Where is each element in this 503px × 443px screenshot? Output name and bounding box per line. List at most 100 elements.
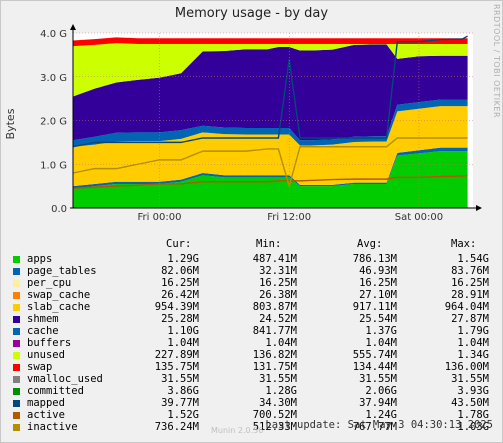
memory-chart: 0.0 1.0 G 2.0 G 3.0 G 4.0 G Fri 00:00 Fri 12:…: [4, 24, 482, 223]
legend-label: apps: [27, 253, 53, 265]
legend-avg-value: 16.25M: [359, 277, 397, 289]
legend-max-value: 43.50M: [451, 397, 489, 409]
y-axis-label: Bytes: [4, 108, 17, 139]
legend-label: unused: [27, 349, 65, 361]
legend-cur-value: 82.06M: [161, 265, 199, 277]
x-tick-label: Fri 12:00: [267, 212, 311, 223]
y-tick-label: 2.0 G: [40, 117, 67, 128]
legend-avg-value: 1.37G: [365, 325, 397, 337]
legend-avg-value: 27.10M: [359, 289, 397, 301]
legend-min-value: 131.75M: [252, 361, 297, 373]
legend-header-min: Min:: [256, 238, 282, 250]
legend-avg-value: 25.54M: [359, 313, 397, 325]
area-apps: [73, 151, 468, 208]
y-tick-label: 3.0 G: [40, 73, 67, 84]
legend-swatch: [13, 340, 20, 347]
legend-row-swap-cache: swap_cache 26.42M 26.38M 27.10M 28.91M: [0, 289, 503, 301]
legend-header-max: Max:: [451, 238, 477, 250]
legend-max-value: 964.04M: [444, 301, 489, 313]
area-layers: [73, 37, 468, 208]
legend-avg-value: 2.06G: [365, 385, 397, 397]
y-tick-label: 0.0: [51, 204, 67, 215]
legend-row-active: active 1.52G 700.52M 1.24G 1.78G: [0, 409, 503, 421]
legend-min-value: 1.04M: [265, 337, 297, 349]
graph-title: Memory usage - by day: [174, 6, 329, 21]
legend-row-cache: cache 1.10G 841.77M 1.37G 1.79G: [0, 325, 503, 337]
legend-swatch: [13, 256, 20, 263]
legend-avg-value: 37.94M: [359, 397, 397, 409]
legend-min-value: 136.82M: [252, 349, 297, 361]
legend-cur-value: 1.29G: [167, 253, 199, 265]
legend-avg-value: 46.93M: [359, 265, 397, 277]
legend-max-value: 3.93G: [457, 385, 489, 397]
legend-avg-value: 767.77M: [352, 421, 397, 433]
legend-min-value: 1.28G: [265, 385, 297, 397]
legend-avg-value: 134.44M: [352, 361, 397, 373]
legend-cur-value: 26.42M: [161, 289, 199, 301]
legend-min-value: 700.52M: [252, 409, 297, 421]
legend-row-committed: committed 3.86G 1.28G 2.06G 3.93G: [0, 385, 503, 397]
legend-max-value: 1.34G: [457, 349, 489, 361]
legend-cur-value: 1.52G: [167, 409, 199, 421]
legend-min-value: 24.52M: [259, 313, 297, 325]
legend-label: shmem: [27, 313, 59, 325]
legend-swatch: [13, 268, 20, 275]
legend-row-apps: apps 1.29G 487.41M 786.13M 1.54G: [0, 253, 503, 265]
legend-max-value: 1.03G: [457, 421, 489, 433]
legend-cur-value: 1.10G: [167, 325, 199, 337]
legend-cur-value: 16.25M: [161, 277, 199, 289]
legend-max-value: 1.78G: [457, 409, 489, 421]
legend-min-value: 34.30M: [259, 397, 297, 409]
legend-cur-value: 1.04M: [167, 337, 199, 349]
legend-swatch: [13, 364, 20, 371]
legend-label: committed: [27, 385, 84, 397]
legend-row-vmalloc-used: vmalloc_used 31.55M 31.55M 31.55M 31.55M: [0, 373, 503, 385]
legend-max-value: 28.91M: [451, 289, 489, 301]
legend-min-value: 26.38M: [259, 289, 297, 301]
x-tick-label: Fri 00:00: [138, 212, 182, 223]
legend-swatch: [13, 292, 20, 299]
legend-avg-value: 1.04M: [365, 337, 397, 349]
legend-max-value: 16.25M: [451, 277, 489, 289]
legend-avg-value: 1.24G: [365, 409, 397, 421]
legend-header-avg: Avg:: [357, 238, 383, 250]
legend-max-value: 1.04M: [457, 337, 489, 349]
y-axis-arrow: [70, 24, 76, 30]
legend-avg-value: 555.74M: [352, 349, 397, 361]
legend-min-value: 32.31M: [259, 265, 297, 277]
legend-swatch: [13, 388, 20, 395]
area-shmem: [73, 44, 468, 141]
legend-min-value: 803.87M: [252, 301, 297, 313]
legend-row-slab-cache: slab_cache 954.39M 803.87M 917.11M 964.04M: [0, 301, 503, 313]
legend-row-unused: unused 227.89M 136.82M 555.74M 1.34G: [0, 349, 503, 361]
legend-max-value: 27.87M: [451, 313, 489, 325]
x-tick-label: Sat 00:00: [395, 212, 443, 223]
legend-label: inactive: [27, 421, 78, 433]
legend-max-value: 83.76M: [451, 265, 489, 277]
legend-label: mapped: [27, 397, 65, 409]
area-cache: [73, 99, 468, 147]
legend-max-value: 136.00M: [444, 361, 489, 373]
legend-row-inactive: inactive 736.24M 512.33M 767.77M 1.03G: [0, 421, 503, 433]
legend-label: buffers: [27, 337, 72, 349]
legend-label: swap_cache: [27, 289, 91, 301]
area-slab-cache: [73, 106, 468, 187]
y-tick-label: 1.0 G: [40, 160, 67, 171]
line-committed: [72, 35, 468, 148]
legend-label: swap: [27, 361, 53, 373]
legend-header-cur: Cur:: [166, 238, 192, 250]
legend-cur-value: 736.24M: [154, 421, 199, 433]
legend-cur-value: 3.86G: [167, 385, 199, 397]
x-axis-arrow: [476, 205, 482, 211]
legend-label: per_cpu: [27, 277, 72, 289]
area-swap: [73, 37, 468, 47]
y-tick-labels: 0.0 1.0 G 2.0 G 3.0 G 4.0 G: [40, 29, 67, 215]
legend-max-value: 1.79G: [457, 325, 489, 337]
legend-label: vmalloc_used: [27, 373, 103, 385]
legend-max-value: 31.55M: [451, 373, 489, 385]
legend-row-page-tables: page_tables 82.06M 32.31M 46.93M 83.76M: [0, 265, 503, 277]
legend-min-value: 31.55M: [259, 373, 297, 385]
legend-swatch: [13, 424, 20, 431]
last-update: Last update: Sat May 3 04:30:13 2025: [265, 419, 493, 431]
legend-swatch: [13, 352, 20, 359]
